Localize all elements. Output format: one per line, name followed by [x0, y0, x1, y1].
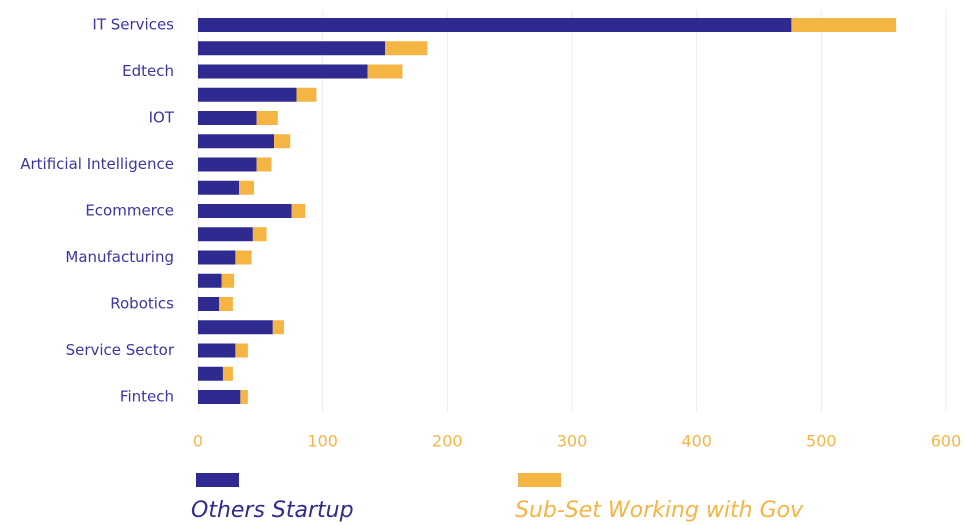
x-tick-label: 0	[193, 432, 203, 451]
bar-segment	[222, 366, 233, 381]
bar-segment	[219, 297, 233, 311]
bar-segment	[791, 18, 897, 32]
y-tick-label: Edtech	[122, 62, 174, 80]
x-tick-label: 400	[681, 432, 712, 451]
bar-segment	[198, 297, 220, 311]
y-tick-label: IT Services	[92, 16, 174, 34]
bar-segment	[198, 366, 223, 381]
bar-segment	[198, 87, 297, 102]
legend-swatch	[196, 473, 239, 487]
bar-segment	[256, 111, 278, 125]
legend-label: Others Startup	[191, 498, 354, 523]
y-tick-label: Manufacturing	[65, 248, 174, 266]
bar-segment	[198, 180, 240, 195]
bar-segment	[240, 390, 248, 404]
y-tick-label: Fintech	[120, 388, 174, 406]
y-tick-label: Artificial Intelligence	[20, 155, 174, 173]
bar-segment	[256, 157, 272, 172]
bar-segment	[198, 273, 222, 288]
y-tick-label: IOT	[149, 109, 175, 127]
legend-swatch	[518, 473, 561, 487]
x-tick-label: 200	[432, 432, 463, 451]
bar-segment	[198, 343, 236, 358]
y-tick-label: Ecommerce	[85, 202, 174, 220]
bar-segment	[291, 204, 306, 218]
bar-segment	[198, 41, 385, 56]
bar-segment	[198, 18, 792, 32]
x-tick-label: 300	[557, 432, 588, 451]
x-tick-label: 100	[307, 432, 338, 451]
bar-segment	[239, 180, 255, 195]
bar-segment	[367, 64, 403, 79]
bar-segment	[198, 250, 236, 265]
bar-segment	[198, 320, 273, 335]
y-tick-label: Service Sector	[66, 341, 175, 359]
bar-segment	[198, 64, 368, 79]
bar-segment	[198, 134, 275, 149]
bar-segment	[235, 343, 248, 358]
bar-segment	[221, 273, 235, 288]
y-tick-label: Robotics	[110, 295, 174, 313]
bar-segment	[198, 227, 253, 242]
bar-segment	[235, 250, 252, 265]
bar-segment	[198, 204, 292, 218]
bar-segment	[385, 41, 428, 56]
bar-segment	[198, 390, 241, 404]
bar-segment	[274, 134, 291, 149]
bar-segment	[296, 87, 317, 102]
legend-label: Sub-Set Working with Gov	[515, 498, 804, 523]
bar-segment	[252, 227, 267, 242]
bar-segment	[272, 320, 285, 335]
bar-segment	[198, 157, 257, 172]
x-tick-label: 500	[806, 432, 837, 451]
x-tick-label: 600	[931, 432, 962, 451]
bar-segment	[198, 111, 257, 125]
